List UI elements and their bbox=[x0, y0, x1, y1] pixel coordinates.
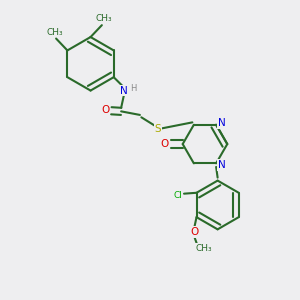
Text: N: N bbox=[218, 160, 225, 170]
Text: N: N bbox=[218, 118, 225, 128]
Text: O: O bbox=[190, 227, 198, 237]
Text: CH₃: CH₃ bbox=[195, 244, 212, 253]
Text: S: S bbox=[154, 124, 161, 134]
Text: O: O bbox=[160, 139, 168, 149]
Text: CH₃: CH₃ bbox=[46, 28, 63, 37]
Text: CH₃: CH₃ bbox=[95, 14, 112, 23]
Text: H: H bbox=[130, 84, 136, 93]
Text: N: N bbox=[120, 85, 128, 96]
Text: O: O bbox=[101, 105, 110, 115]
Text: Cl: Cl bbox=[174, 191, 182, 200]
